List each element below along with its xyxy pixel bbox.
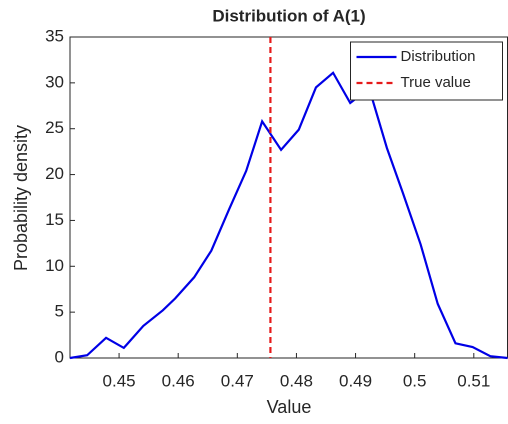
x-tick-label: 0.47 xyxy=(221,371,254,390)
y-tick-label: 35 xyxy=(45,26,64,45)
y-tick-label: 25 xyxy=(45,118,64,137)
y-tick-label: 0 xyxy=(55,347,64,366)
chart-title: Distribution of A(1) xyxy=(212,6,365,25)
x-tick-label: 0.49 xyxy=(339,371,372,390)
legend-label: Distribution xyxy=(401,48,476,65)
x-tick-label: 0.5 xyxy=(403,371,427,390)
x-axis-label: Value xyxy=(267,397,312,417)
y-tick-label: 10 xyxy=(45,256,64,275)
x-tick-label: 0.48 xyxy=(280,371,313,390)
y-tick-label: 5 xyxy=(55,302,64,321)
y-tick-label: 15 xyxy=(45,210,64,229)
y-axis-label: Probability density xyxy=(11,125,31,271)
x-tick-label: 0.46 xyxy=(162,371,195,390)
data-line xyxy=(69,71,508,360)
y-tick-label: 30 xyxy=(45,72,64,91)
y-tick-label: 20 xyxy=(45,164,64,183)
x-tick-label: 0.45 xyxy=(103,371,136,390)
legend-box xyxy=(350,41,503,101)
x-tick-label: 0.51 xyxy=(457,371,490,390)
legend-label: True value xyxy=(401,74,471,91)
